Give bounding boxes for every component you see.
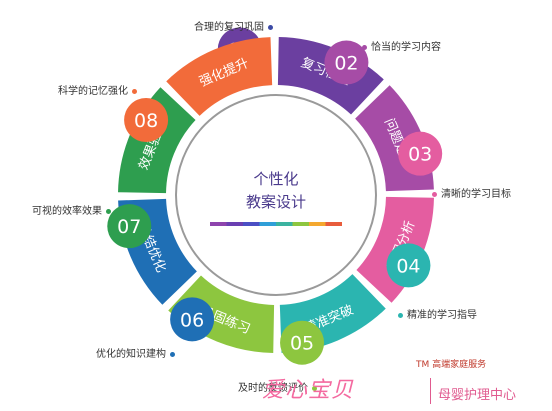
center-title-line2: 教案设计 (246, 193, 306, 211)
segment-arc-08 (166, 37, 273, 116)
segment-label-08: 科学的记忆强化 (58, 82, 141, 97)
segment-label-06: 优化的知识建构 (96, 345, 179, 360)
segment-label-text: 及时的反馈评价 (238, 383, 308, 394)
segment-bubble-06 (170, 297, 215, 342)
segment-number-04: 04 (396, 255, 420, 277)
segment-number-08: 08 (134, 110, 158, 132)
segment-label-05: 及时的反馈评价 (238, 379, 321, 394)
stripe-block (210, 222, 227, 226)
stripe-block (243, 222, 260, 226)
stripe-block (259, 222, 276, 226)
brand-left: 爱心宝贝 (262, 378, 355, 403)
segment-label-04: 精准的学习指导 (394, 306, 477, 321)
bullet-dot-icon (398, 312, 403, 318)
segment-label-text: 精准的学习指导 (407, 310, 477, 321)
brand-tagline: TM 高端家庭服务 (416, 360, 487, 370)
segment-label-03: 清晰的学习目标 (428, 185, 511, 200)
bullet-dot-icon (170, 351, 175, 357)
segment-bubble-08 (124, 98, 169, 142)
bullet-dot-icon (432, 191, 437, 197)
footer-divider (430, 378, 431, 404)
color-stripe (210, 222, 342, 226)
segment-label-02: 恰当的学习内容 (358, 38, 441, 53)
stripe-block (325, 222, 342, 226)
bullet-dot-icon (132, 88, 137, 94)
bullet-dot-icon (362, 44, 367, 50)
segment-label-text: 可视的效率效果 (32, 206, 102, 217)
center-circle (175, 94, 377, 296)
segment-number-03: 03 (408, 144, 432, 166)
segment-number-02: 02 (334, 53, 358, 75)
segment-arc-05 (168, 275, 275, 353)
segment-bubble-04 (386, 243, 431, 288)
segment-number-06: 06 (180, 309, 204, 331)
stripe-block (226, 222, 243, 226)
segment-bubble-02 (324, 40, 369, 85)
brand-right: 母婴护理中心 (438, 388, 517, 403)
segment-bubble-07 (107, 204, 152, 249)
segment-label-text: 恰当的学习内容 (371, 42, 441, 53)
segment-number-05: 05 (290, 333, 314, 355)
bullet-dot-icon (106, 208, 111, 214)
segment-label-text: 清晰的学习目标 (441, 189, 511, 200)
center-title-line1: 个性化 (253, 170, 298, 188)
segment-label-07: 可视的效率效果 (32, 202, 115, 217)
segment-label-text: 优化的知识建构 (96, 349, 166, 360)
bullet-dot-icon (312, 385, 317, 391)
bullet-dot-icon (268, 24, 273, 30)
segment-bubble-03 (398, 131, 443, 176)
segment-bubble-05 (280, 320, 325, 365)
stripe-block (292, 222, 309, 226)
segment-label-01: 合理的复习巩固 (194, 18, 277, 33)
stripe-block (276, 222, 293, 226)
segment-number-07: 07 (117, 216, 141, 238)
segment-label-text: 科学的记忆强化 (58, 86, 128, 97)
segment-label-text: 合理的复习巩固 (194, 22, 264, 33)
stripe-block (309, 222, 326, 226)
segment-arc-07 (118, 87, 196, 194)
